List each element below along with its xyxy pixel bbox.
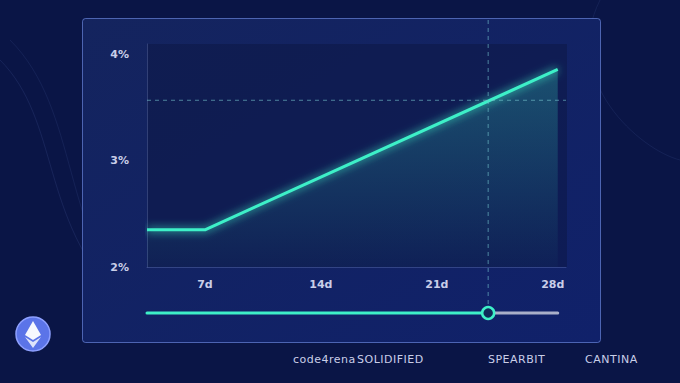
svg-text:21d: 21d <box>425 278 448 291</box>
svg-text:28d: 28d <box>541 278 564 291</box>
svg-text:14d: 14d <box>309 278 332 291</box>
svg-text:3%: 3% <box>110 154 129 167</box>
svg-text:2%: 2% <box>110 261 129 274</box>
svg-text:4%: 4% <box>110 48 129 61</box>
html-text:SPEARBIT: SPEARBIT <box>488 353 546 366</box>
svg-text:7d: 7d <box>197 278 213 291</box>
html-text:CANTINA: CANTINA <box>585 353 638 366</box>
html-text:code4rena SOLIDIFIED: code4rena SOLIDIFIED <box>293 353 424 366</box>
